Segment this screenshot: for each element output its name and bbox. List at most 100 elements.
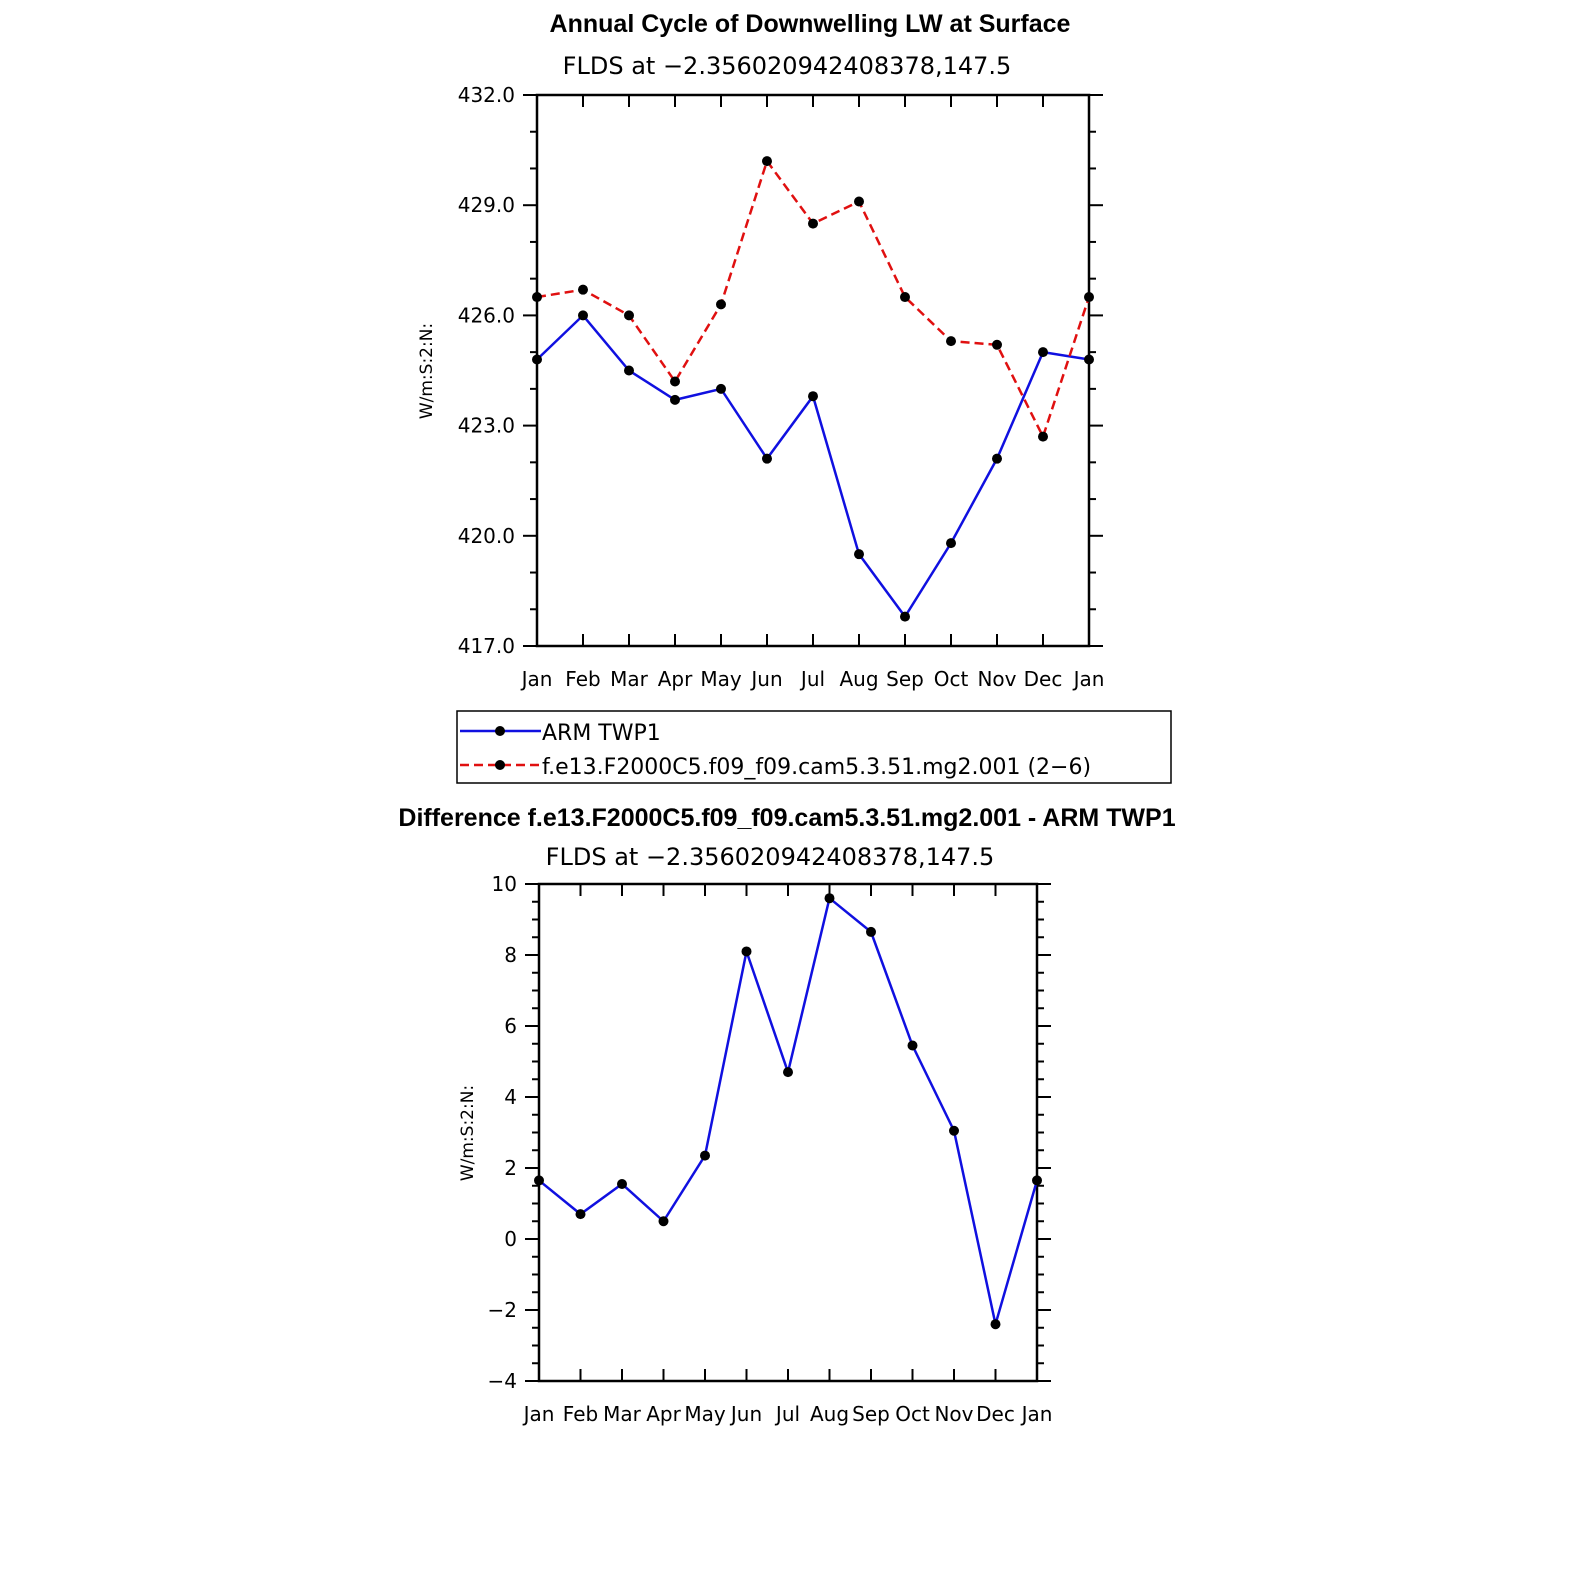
chart2-x-tick-label: Sep [852,1402,890,1426]
chart2-x-tick-label: Dec [976,1402,1015,1426]
chart1-series-1-point [946,336,956,347]
legend-label-arm: ARM TWP1 [542,721,661,746]
chart1-series-0-point [992,453,1002,464]
chart1-series-1-point [762,156,772,167]
chart2-y-tick-label: 6 [504,1014,517,1038]
chart2-series-0-point [824,893,835,904]
chart1-x-tick-label: Jul [799,667,825,691]
chart1-subtitle: FLDS at −2.356020942408378,147.5 [563,52,1012,80]
chart1-series-1-point [716,299,726,310]
chart2-x-tick-label: Jan [1020,1402,1053,1426]
chart1-x-tick-label: Oct [934,667,969,691]
chart2-series-0-point [741,946,752,957]
chart1-series-1-point [808,218,818,229]
chart1-x-tick-label: Aug [839,667,878,691]
chart2-series-0-point [700,1150,710,1161]
chart2-plot-frame [537,882,1039,1383]
chart2-x-tick-label: Aug [810,1402,849,1426]
chart2-y-tick-label: 0 [504,1227,517,1251]
chart1-series-1-point [1084,292,1094,303]
chart1-series-0-point [900,611,910,622]
chart1-series-1-point [900,292,910,303]
chart2-x-tick-label: Apr [646,1402,681,1426]
chart1-x-tick-labels: Jan Feb Mar Apr May Jun Jul Aug Sep Oct … [520,667,1105,691]
chart1-series-1-point [624,310,634,321]
chart2-series-0-point [1032,1175,1042,1186]
chart2-series-0-point [658,1216,669,1227]
chart2-y-tick-labels: −4 −2 0 2 4 6 8 10 [488,872,517,1393]
chart2-x-tick-label: Oct [895,1402,930,1426]
chart1-x-tick-label: Dec [1024,667,1063,691]
chart1-series-0-point [762,453,772,464]
chart1-series-0-point [578,310,588,321]
chart1-series-1-point [992,339,1002,350]
chart1-series-0-point [670,394,680,405]
chart1-series-1-point [578,284,588,295]
chart1-series-0-point [624,365,634,376]
legend-box [456,710,1172,784]
chart2-x-tick-label: Feb [563,1402,598,1426]
chart2-x-tick-label: Nov [934,1402,973,1426]
chart2-title: Difference f.e13.F2000C5.f09_f09.cam5.3.… [398,804,1175,832]
chart2-series-0-point [949,1125,959,1136]
chart2-y-tick-label: 8 [504,943,517,967]
chart1-x-tick-label: Mar [610,667,649,691]
chart2-x-tick-label: Jul [774,1402,800,1426]
chart2-x-tick-label: Jun [729,1402,762,1426]
chart1-x-tick-label: May [700,667,742,691]
chart1-y-tick-label: 426.0 [458,303,515,327]
chart2-series-line-0 [538,895,1039,1325]
chart2-x-tick-label: Jan [522,1402,555,1426]
chart1-series-0-point [1038,347,1048,358]
chart1-x-tick-label: Sep [886,667,924,691]
chart2-series-0-point [575,1209,586,1220]
chart2-series-0-point [866,926,876,937]
chart1-y-tick-label: 420.0 [458,524,515,548]
chart1-y-axis-label: W/m:S:2:N: [417,323,437,419]
chart2-y-axis-label: W/m:S:2:N: [458,1085,478,1181]
chart1-ticks [523,94,1103,647]
chart1-y-tick-label: 423.0 [458,414,515,438]
chart2-subtitle: FLDS at −2.356020942408378,147.5 [546,843,995,871]
chart2-x-tick-label: Mar [603,1402,642,1426]
chart1-title: Annual Cycle of Downwelling LW at Surfac… [550,10,1071,38]
chart2-y-tick-label: −2 [488,1298,517,1322]
chart1-series-1-point [532,292,542,303]
chart1-x-tick-label: Jan [520,667,553,691]
chart1-series-0-point [808,391,818,402]
chart2-series [534,893,1042,1330]
chart2-y-tick-label: −4 [488,1369,517,1393]
legend-marker-arm [495,726,505,736]
chart1-series-0-point [716,383,726,394]
chart2-x-tick-label: May [684,1402,726,1426]
chart-difference: Difference f.e13.F2000C5.f09_f09.cam5.3.… [398,804,1175,1426]
chart1-y-tick-labels: 417.0 420.0 423.0 426.0 429.0 432.0 [458,83,515,658]
chart2-ticks [525,883,1051,1382]
chart1-series-0-point [946,538,956,549]
chart1-series [532,156,1094,622]
legend-label-model: f.e13.F2000C5.f09_f09.cam5.3.51.mg2.001 … [542,755,1091,780]
chart1-x-tick-label: Nov [977,667,1016,691]
chart1-series-1-point [854,196,864,207]
chart-annual-cycle: Annual Cycle of Downwelling LW at Surfac… [417,10,1172,784]
chart2-series-0-point [907,1040,918,1051]
chart1-x-tick-label: Jun [749,667,782,691]
chart1-series-0-point [854,549,864,560]
chart1-series-0-point [1084,354,1094,365]
chart2-x-tick-labels: Jan Feb Mar Apr May Jun Jul Aug Sep Oct … [522,1402,1053,1426]
chart1-x-tick-label: Apr [658,667,693,691]
chart1-y-tick-label: 429.0 [458,193,515,217]
chart1-series-0-point [532,354,542,365]
chart2-y-tick-label: 2 [504,1156,517,1180]
chart2-series-0-point [990,1319,1001,1330]
legend-marker-model [495,760,505,770]
chart2-y-tick-label: 10 [492,872,517,896]
chart2-y-tick-label: 4 [504,1085,517,1109]
chart2-series-0-point [534,1175,544,1186]
chart1-y-tick-label: 417.0 [458,634,515,658]
chart1-series-1-point [1038,431,1048,442]
chart1-plot-frame [535,93,1091,648]
chart1-series-line-0 [536,313,1090,619]
chart2-series-0-point [617,1178,627,1189]
